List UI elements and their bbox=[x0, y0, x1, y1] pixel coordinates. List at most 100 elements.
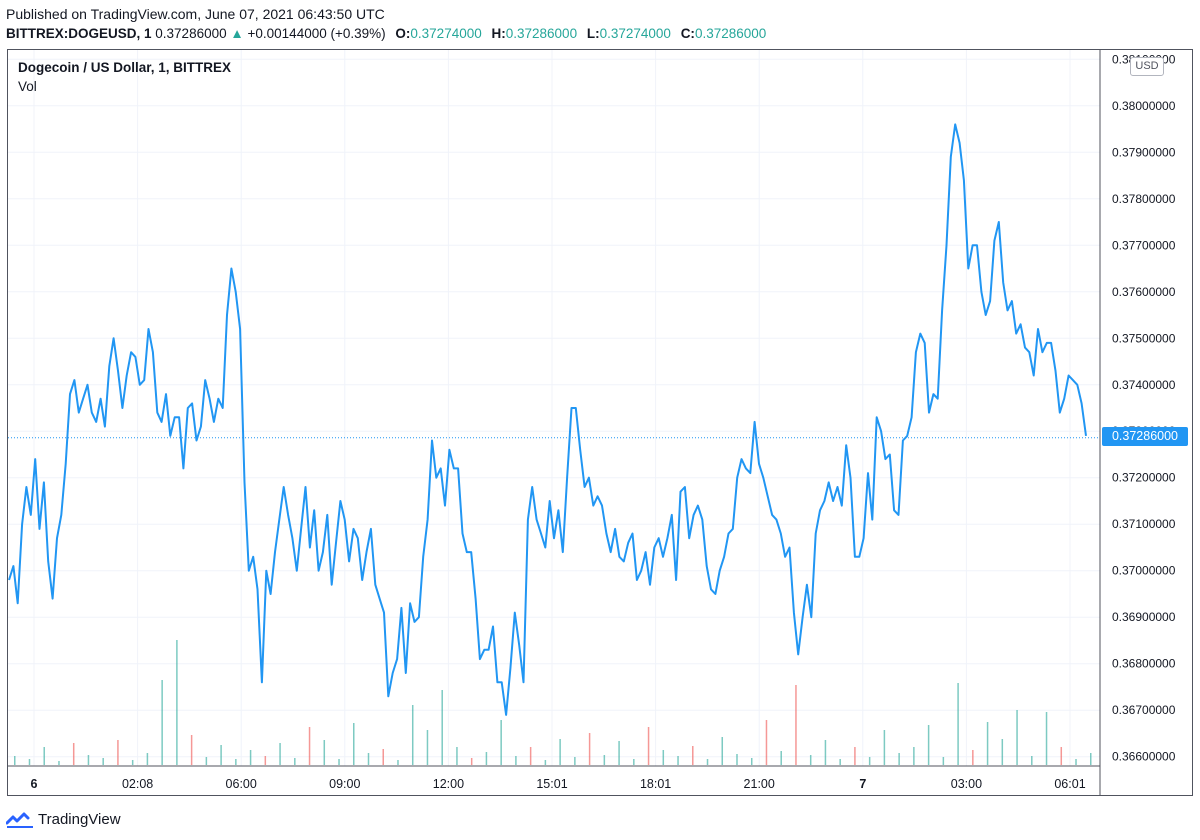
time-tick: 03:00 bbox=[951, 777, 982, 791]
volume-bar bbox=[294, 758, 296, 765]
volume-bar bbox=[1060, 747, 1063, 765]
volume-bar bbox=[883, 730, 886, 765]
volume-bar bbox=[515, 756, 517, 765]
low-label: L: bbox=[586, 26, 600, 41]
volume-bar bbox=[854, 747, 856, 765]
volume-bar bbox=[736, 754, 738, 765]
volume-bar bbox=[972, 750, 974, 765]
volume-bar bbox=[441, 690, 443, 765]
time-tick: 06:01 bbox=[1054, 777, 1085, 791]
volume-bar bbox=[249, 750, 252, 765]
volume-bar bbox=[338, 759, 340, 765]
volume-bar bbox=[765, 720, 768, 765]
volume-bar bbox=[205, 757, 208, 765]
volume-bar bbox=[721, 737, 724, 765]
volume-bar bbox=[500, 720, 502, 765]
volume-bar bbox=[898, 753, 900, 765]
volume-bar bbox=[559, 739, 561, 765]
volume-bar bbox=[986, 722, 989, 765]
price-tick: 0.37900000 bbox=[1112, 145, 1176, 159]
time-tick: 09:00 bbox=[329, 777, 360, 791]
quote-line: BITTREX:DOGEUSD, 1 0.37286000 ▲ +0.00144… bbox=[6, 26, 766, 41]
current-price-badge: 0.37286000 bbox=[1102, 427, 1188, 446]
volume-bar bbox=[913, 747, 915, 765]
time-tick: 18:01 bbox=[640, 777, 671, 791]
close-value: 0.37286000 bbox=[694, 26, 767, 41]
volume-bar bbox=[279, 743, 281, 765]
volume-bar bbox=[618, 741, 620, 765]
time-axis: 6 02:08 06:00 09:00 12:00 15:01 18:01 21:00 7 03:… bbox=[8, 765, 1100, 791]
open-value: 0.37274000 bbox=[410, 26, 482, 41]
volume-bar bbox=[470, 758, 473, 765]
chart-frame bbox=[7, 49, 1193, 796]
volume-bar bbox=[367, 753, 370, 765]
tradingview-brand[interactable]: TradingView bbox=[6, 810, 121, 828]
volume-bar bbox=[1001, 739, 1004, 765]
series-legend-title[interactable]: Dogecoin / US Dollar, 1, BITTREX bbox=[18, 60, 232, 75]
volume-bar bbox=[544, 760, 547, 765]
price-tick: 0.37400000 bbox=[1112, 378, 1176, 392]
time-tick: 7 bbox=[859, 777, 866, 791]
volume-bar bbox=[677, 756, 679, 765]
volume-bar bbox=[780, 751, 782, 765]
volume-legend[interactable]: Vol bbox=[18, 79, 37, 94]
time-tick: 06:00 bbox=[226, 777, 257, 791]
volume-bar bbox=[957, 683, 959, 765]
volume-bar bbox=[323, 740, 326, 765]
symbol-label: BITTREX:DOGEUSD, 1 bbox=[6, 26, 152, 41]
volume-bar bbox=[146, 753, 149, 765]
volume-bar bbox=[176, 640, 178, 765]
price-tick: 0.38000000 bbox=[1112, 99, 1176, 113]
volume-bar bbox=[456, 747, 458, 765]
volume-bar bbox=[161, 680, 163, 765]
volume-bar bbox=[588, 733, 591, 765]
volume-bar bbox=[692, 746, 694, 765]
volume-bar bbox=[942, 757, 945, 765]
time-tick: 15:01 bbox=[536, 777, 567, 791]
price-tick: 0.37200000 bbox=[1112, 471, 1176, 485]
volume-bar bbox=[795, 685, 797, 765]
price-tick: 0.36900000 bbox=[1112, 610, 1176, 624]
volume-bar bbox=[809, 755, 812, 765]
published-note: Published on TradingView.com, June 07, 2… bbox=[6, 6, 385, 22]
volume-bar bbox=[43, 747, 45, 765]
volume-bar bbox=[102, 758, 104, 765]
price-tick: 0.36700000 bbox=[1112, 703, 1176, 717]
price-tick: 0.36600000 bbox=[1112, 750, 1176, 764]
volume-bar bbox=[308, 727, 311, 765]
last-price: 0.37286000 bbox=[155, 26, 227, 41]
volume-bar bbox=[264, 756, 267, 765]
volume-bar bbox=[87, 755, 90, 765]
close-label: C: bbox=[680, 26, 695, 41]
volume-bar bbox=[485, 752, 488, 765]
volume-bar bbox=[750, 758, 753, 765]
time-tick: 21:00 bbox=[744, 777, 775, 791]
volume-bar bbox=[397, 760, 399, 765]
price-line bbox=[8, 123, 1087, 716]
volume-bar bbox=[72, 743, 75, 765]
volume-bar bbox=[1075, 759, 1077, 765]
volume-bar bbox=[28, 759, 31, 765]
price-tick: 0.37000000 bbox=[1112, 564, 1176, 578]
volume-bar bbox=[58, 761, 60, 765]
volume-bar bbox=[220, 745, 222, 765]
price-tick: 0.37600000 bbox=[1112, 285, 1176, 299]
volume-bar bbox=[633, 759, 635, 765]
change-value: +0.00144000 (+0.39%) bbox=[247, 26, 386, 41]
volume-bar bbox=[1045, 712, 1048, 765]
volume-bar bbox=[603, 755, 606, 765]
chart-grid bbox=[8, 50, 1100, 766]
price-tick: 0.37100000 bbox=[1112, 517, 1176, 531]
volume-bar bbox=[868, 757, 871, 765]
volume-bar bbox=[353, 723, 355, 765]
volume-bar bbox=[1031, 756, 1033, 765]
volume-bar bbox=[14, 756, 16, 765]
currency-button[interactable]: USD bbox=[1130, 57, 1164, 76]
volume-bar bbox=[235, 759, 237, 765]
price-tick: 0.36800000 bbox=[1112, 657, 1176, 671]
volume-bar bbox=[382, 749, 384, 765]
time-tick: 12:00 bbox=[433, 777, 464, 791]
low-value: 0.37274000 bbox=[599, 26, 671, 41]
volume-bar bbox=[529, 747, 532, 765]
